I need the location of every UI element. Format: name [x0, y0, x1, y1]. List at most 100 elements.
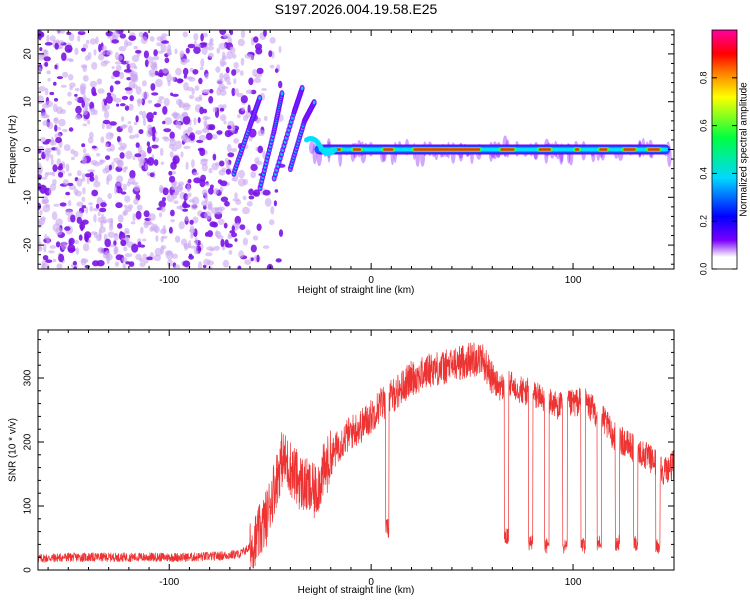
noise-blob: [245, 229, 251, 236]
noise-blob: [100, 219, 108, 224]
noise-blob: [122, 166, 127, 173]
noise-blob: [157, 99, 163, 105]
noise-blob: [273, 200, 277, 207]
noise-blob: [221, 51, 226, 60]
noise-blob: [81, 47, 86, 52]
noise-blob: [142, 253, 147, 259]
noise-blob: [60, 84, 67, 88]
noise-blob: [116, 175, 124, 184]
noise-blob: [87, 169, 95, 173]
noise-blob: [147, 157, 155, 166]
noise-blob: [85, 39, 90, 45]
noise-blob: [245, 89, 253, 95]
noise-blob: [44, 147, 52, 153]
noise-blob: [197, 247, 202, 251]
noise-blob: [219, 180, 228, 187]
noise-blob: [140, 36, 148, 44]
noise-blob: [183, 193, 189, 201]
noise-blob: [219, 107, 225, 112]
noise-blob: [145, 221, 153, 225]
noise-blob: [226, 81, 232, 85]
noise-blob: [149, 226, 154, 232]
noise-blob: [138, 129, 144, 135]
noise-blob: [102, 119, 111, 125]
noise-blob: [222, 259, 230, 268]
noise-blob: [43, 243, 47, 253]
noise-blob: [193, 177, 202, 184]
noise-blob: [184, 215, 189, 222]
noise-blob: [170, 209, 175, 217]
noise-blob: [205, 73, 209, 80]
noise-blob: [50, 158, 54, 166]
colorbar-tick-label: 0.6: [698, 119, 708, 132]
noise-blob: [122, 210, 127, 216]
noise-blob: [224, 201, 230, 207]
noise-blob: [87, 136, 94, 144]
noise-blob: [189, 132, 196, 141]
noise-blob: [64, 44, 73, 53]
noise-blob: [179, 50, 185, 57]
noise-blob: [130, 221, 136, 225]
noise-blob: [274, 68, 279, 73]
noise-blob: [83, 106, 88, 116]
noise-blob: [142, 238, 147, 242]
noise-blob: [132, 213, 136, 222]
noise-blob: [219, 30, 227, 36]
noise-blob: [249, 54, 254, 61]
noise-blob: [48, 188, 52, 195]
noise-blob: [106, 176, 110, 186]
noise-blob: [140, 226, 144, 234]
noise-blob: [81, 99, 85, 108]
noise-blob: [81, 156, 87, 165]
noise-blob: [127, 177, 136, 185]
noise-blob: [38, 86, 46, 92]
noise-blob: [162, 67, 169, 74]
noise-blob: [201, 189, 208, 196]
noise-blob: [81, 205, 87, 209]
noise-blob: [164, 57, 170, 64]
noise-blob: [137, 99, 141, 107]
noise-blob: [171, 186, 179, 191]
noise-blob: [40, 216, 46, 222]
noise-blob: [208, 167, 213, 174]
noise-blob: [224, 157, 229, 164]
noise-blob: [209, 184, 214, 190]
noise-blob: [111, 75, 115, 80]
noise-blob: [213, 187, 219, 195]
noise-blob: [237, 265, 242, 269]
noise-blob: [67, 200, 72, 207]
noise-blob: [127, 125, 133, 134]
noise-blob: [146, 256, 153, 261]
noise-blob: [43, 56, 51, 62]
noise-blob: [114, 80, 121, 85]
noise-blob: [52, 258, 57, 263]
noise-blob: [231, 177, 236, 182]
noise-blob: [89, 38, 97, 45]
noise-blob: [189, 245, 196, 249]
noise-blob: [62, 71, 69, 78]
noise-blob: [141, 110, 147, 120]
noise-blob: [101, 45, 107, 52]
noise-blob: [193, 40, 197, 46]
noise-blob: [57, 165, 63, 171]
noise-blob: [104, 143, 109, 148]
noise-blob: [210, 37, 214, 43]
noise-blob: [82, 148, 87, 154]
noise-blob: [89, 101, 95, 110]
noise-blob: [127, 121, 132, 125]
noise-blob: [139, 244, 146, 248]
noise-blob: [191, 196, 200, 205]
noise-blob: [49, 91, 55, 96]
noise-blob: [205, 252, 213, 257]
noise-blob: [183, 242, 191, 249]
noise-blob: [204, 183, 210, 187]
noise-blob: [66, 100, 73, 106]
noise-blob: [142, 118, 147, 127]
colorbar-tick-label: 0.0: [698, 263, 708, 276]
noise-blob: [114, 185, 118, 195]
noise-blob: [159, 147, 164, 157]
noise-blob: [177, 181, 185, 187]
noise-blob: [269, 37, 276, 44]
noise-blob: [227, 234, 232, 240]
